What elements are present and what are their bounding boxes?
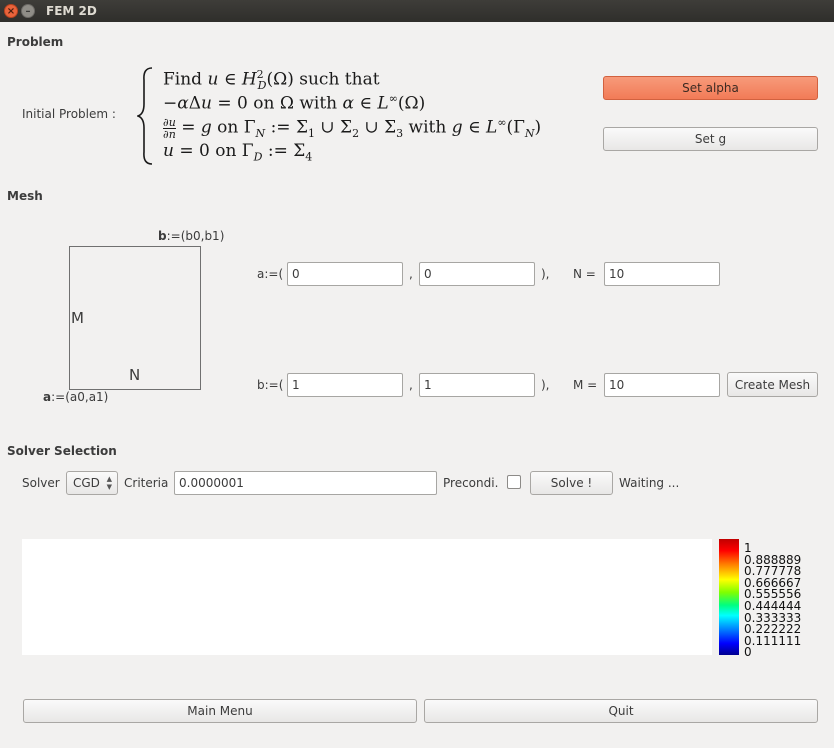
window-title: FEM 2D bbox=[46, 4, 97, 18]
precondi-label: Precondi. bbox=[443, 476, 499, 490]
colorbar-tick-label: 0.333333 bbox=[744, 610, 802, 625]
mesh-side-n-label: N bbox=[129, 366, 141, 384]
create-mesh-button[interactable]: Create Mesh bbox=[727, 372, 818, 397]
colorbar-tick-label: 0.444444 bbox=[744, 599, 802, 613]
a-close-label: ), bbox=[541, 267, 550, 281]
quit-button[interactable]: Quit bbox=[424, 699, 818, 723]
solve-button[interactable]: Solve ! bbox=[530, 471, 613, 495]
colorbar-tick-label: 0.222222 bbox=[744, 622, 802, 637]
solver-select[interactable]: CGD ▲ ▼ bbox=[66, 471, 118, 495]
criteria-input[interactable] bbox=[174, 471, 437, 495]
main-menu-button[interactable]: Main Menu bbox=[23, 699, 417, 723]
n-input[interactable] bbox=[604, 262, 720, 286]
colorbar-tick-label: 0.555556 bbox=[744, 587, 802, 602]
colorbar-tick-label: 0.888889 bbox=[744, 552, 802, 567]
m-label: M = bbox=[573, 378, 598, 392]
equation-line-2: −αΔu = 0 on Ω with α ∈ L∞(Ω) bbox=[163, 92, 426, 114]
a0-input[interactable] bbox=[287, 262, 403, 286]
colorbar-tick-label: 1 bbox=[744, 541, 752, 555]
a-prefix-label: a:=( bbox=[257, 267, 284, 281]
a-corner-rest: :=(a0,a1) bbox=[51, 390, 109, 404]
problem-section-title: Problem bbox=[7, 35, 64, 49]
solver-section-title: Solver Selection bbox=[7, 444, 117, 458]
mesh-section-title: Mesh bbox=[7, 189, 43, 203]
n-label: N = bbox=[573, 267, 596, 281]
initial-problem-label: Initial Problem : bbox=[22, 107, 116, 121]
b1-input[interactable] bbox=[419, 373, 535, 397]
colorbar-tick-label: 0.111111 bbox=[744, 633, 802, 648]
colorbar-tick-label: 0 bbox=[744, 645, 752, 660]
set-alpha-button[interactable]: Set alpha bbox=[603, 76, 818, 100]
set-g-button[interactable]: Set g bbox=[603, 127, 818, 151]
equation-line-1: Find u ∈ H2D(Ω) such that bbox=[163, 68, 380, 93]
criteria-label: Criteria bbox=[124, 476, 169, 490]
precondi-checkbox[interactable] bbox=[507, 475, 521, 489]
title-bar: × – FEM 2D bbox=[0, 0, 834, 22]
a-comma-label: , bbox=[409, 267, 413, 281]
b-corner-rest: :=(b0,b1) bbox=[166, 229, 225, 243]
solver-select-value: CGD bbox=[73, 476, 100, 490]
brace-icon bbox=[137, 67, 153, 165]
b-comma-label: , bbox=[409, 378, 413, 392]
close-icon[interactable]: × bbox=[4, 4, 18, 18]
b-corner-label: b:=(b0,b1) bbox=[158, 229, 224, 243]
a-corner-label: a:=(a0,a1) bbox=[43, 390, 108, 404]
b-close-label: ), bbox=[541, 378, 550, 392]
a-corner-bold: a bbox=[43, 390, 52, 404]
m-input[interactable] bbox=[604, 373, 720, 397]
status-text: Waiting ... bbox=[619, 476, 680, 490]
colorbar-tick-label: 0.777778 bbox=[744, 564, 802, 579]
select-arrows-icon: ▲ ▼ bbox=[106, 475, 112, 491]
mesh-diagram bbox=[69, 246, 201, 390]
b-prefix-label: b:=( bbox=[257, 378, 284, 392]
colorbar-tick-label: 0.666667 bbox=[744, 575, 802, 590]
b-corner-bold: b bbox=[158, 229, 167, 243]
a1-input[interactable] bbox=[419, 262, 535, 286]
mesh-side-m-label: M bbox=[71, 309, 84, 327]
colorbar bbox=[719, 539, 739, 655]
solution-plot-area bbox=[22, 539, 712, 655]
minimize-icon[interactable]: – bbox=[21, 4, 35, 18]
solver-label: Solver bbox=[22, 476, 60, 490]
b0-input[interactable] bbox=[287, 373, 403, 397]
equation-line-3: ∂u ∂n = g on ΓN := Σ1 ∪ Σ2 ∪ Σ3 with g ∈ … bbox=[163, 115, 542, 141]
equation-line-4: u = 0 on ΓD := Σ4 bbox=[163, 141, 313, 164]
